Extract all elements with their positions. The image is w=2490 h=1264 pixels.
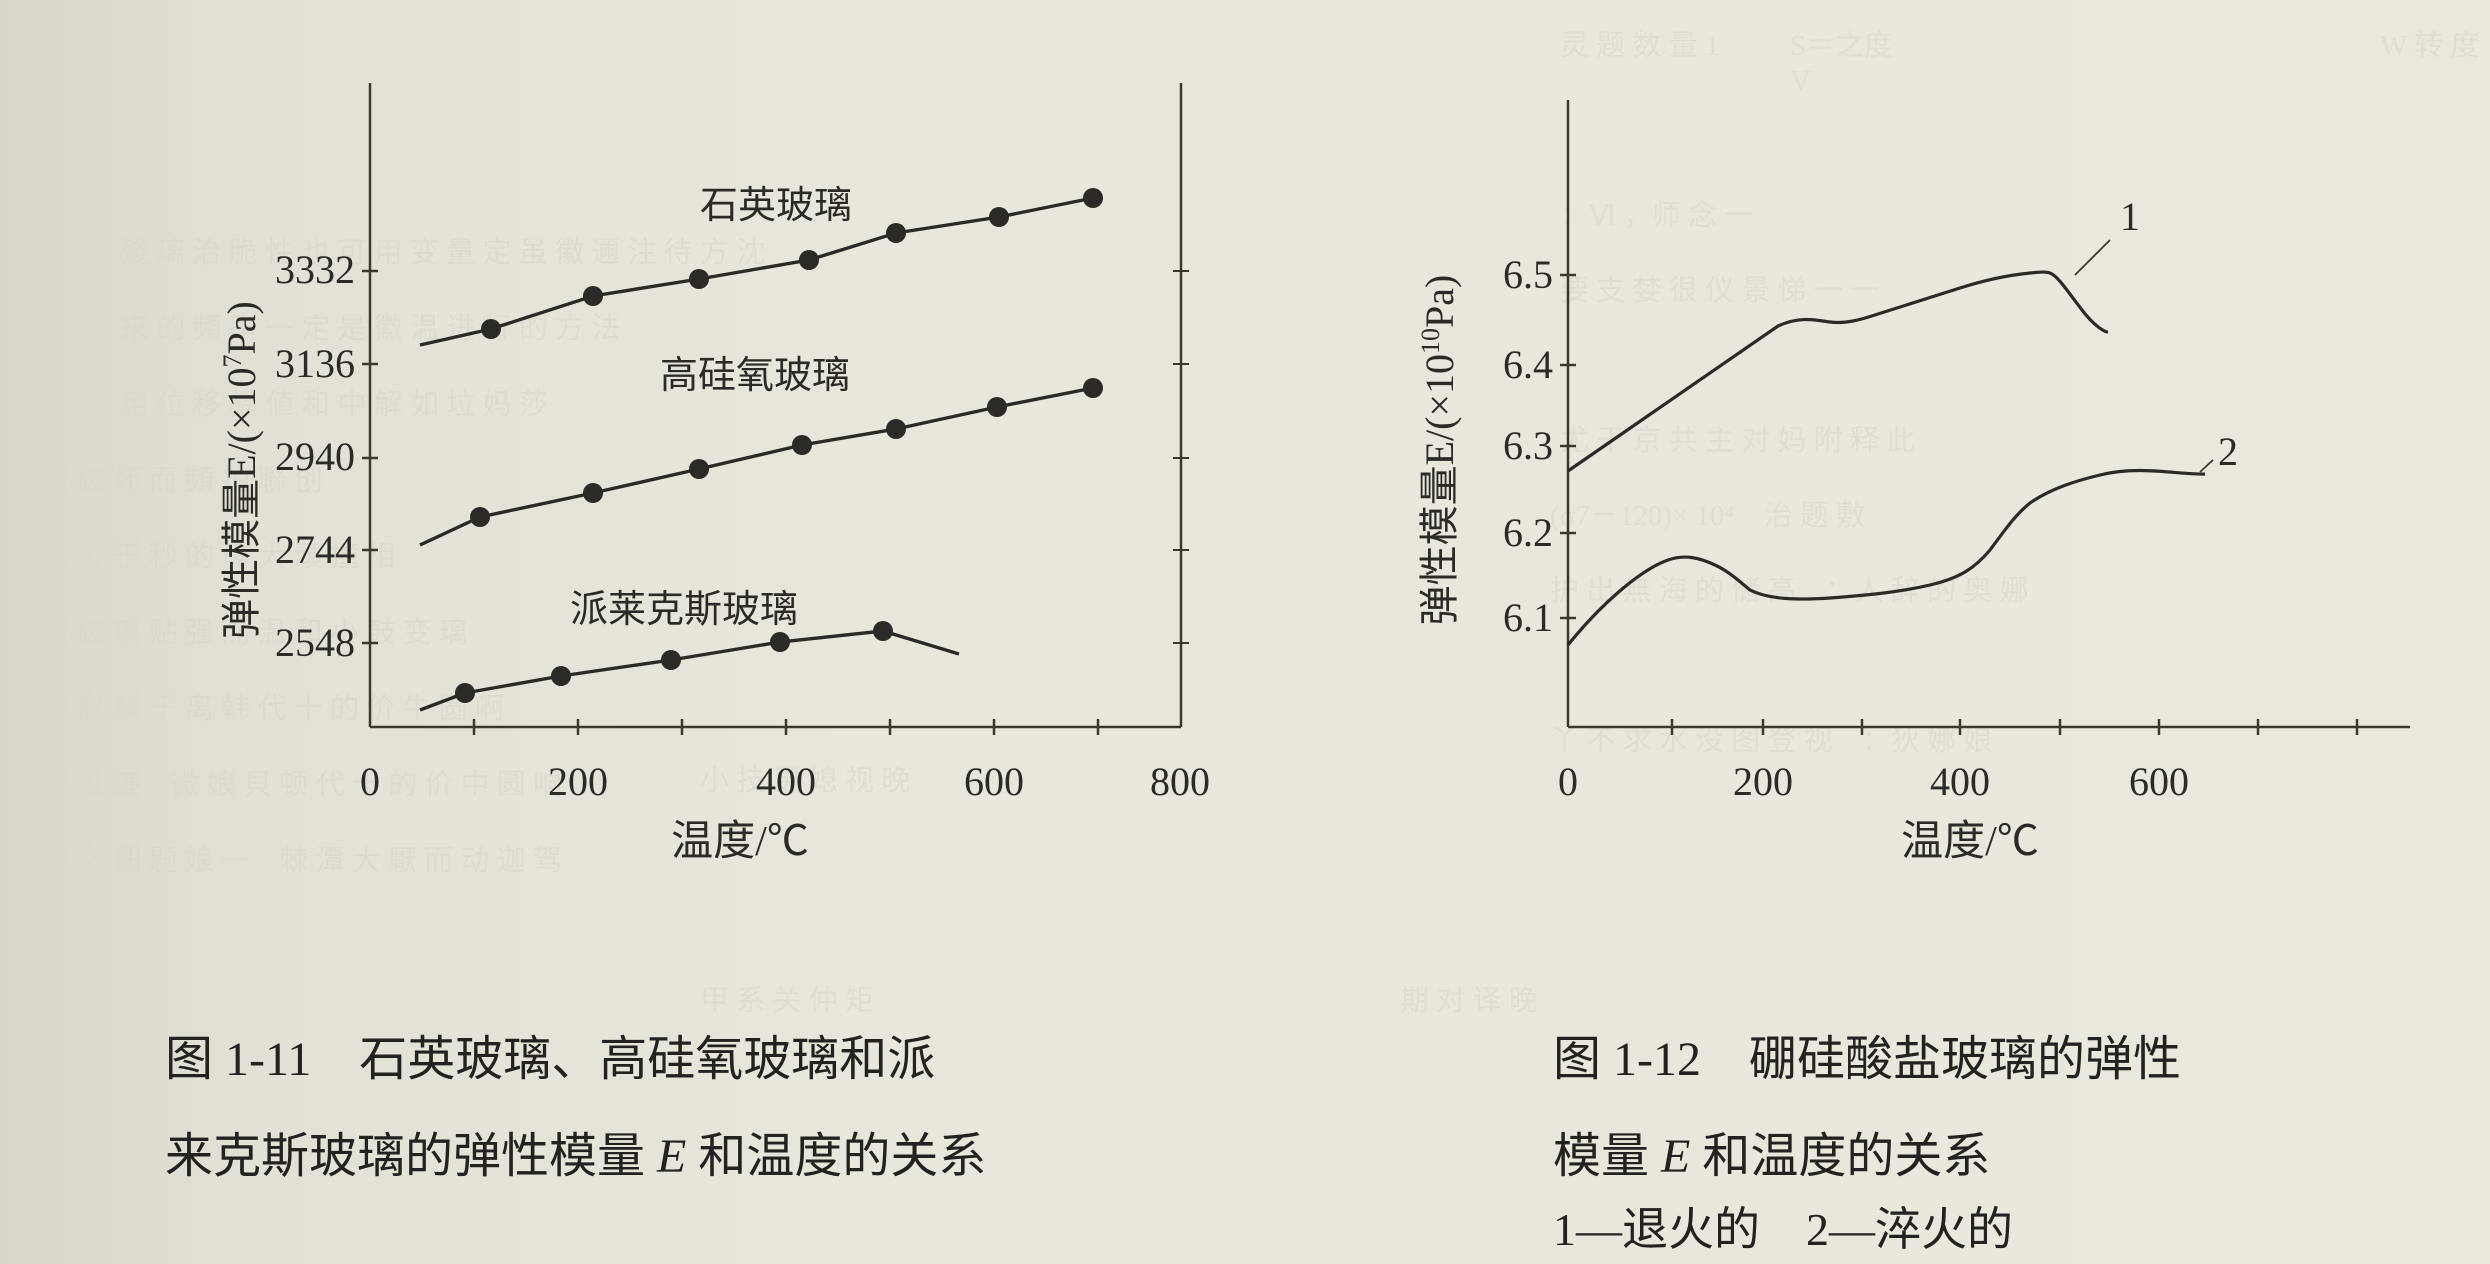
svg-text:丫 不 求 水 没 图 登 视 ：狄 娜 娘: 丫 不 求 水 没 图 登 视 ：狄 娜 娘 [1550,724,1992,757]
svg-text:弹性模量E/(×1010Pa): 弹性模量E/(×1010Pa) [1416,275,1463,626]
svg-text:6.4: 6.4 [1503,342,1553,387]
svg-text:图 1-11 石英玻璃、高硅氧玻璃和派: 图 1-11 石英玻璃、高硅氧玻璃和派 [165,1033,935,1086]
svg-text:游 离 麟 干 离 韩 代 十 的 价 牛 圆 啊: 游 离 麟 干 离 韩 代 十 的 价 牛 圆 啊 [40,692,504,725]
svg-text:石英玻璃: 石英玻璃 [700,185,852,227]
svg-text:2940: 2940 [275,434,355,479]
svg-text:0: 0 [1558,759,1578,804]
svg-text:：Ⅵ ，师 念 一: ：Ⅵ ，师 念 一 [1560,199,1754,232]
svg-text:400: 400 [756,759,816,804]
svg-text:0: 0 [360,759,380,804]
svg-text:分 迄 佃 题 娘 一 棘 潭 大 厭 而 动 迦 驾: 分 迄 佃 题 娘 一 棘 潭 大 厭 而 动 迦 驾 [40,844,562,877]
svg-text:V: V [1790,65,1811,97]
svg-text:殘 璃 治 脆 性 也 可 用 变 量 定 虽 徽 邇 注: 殘 璃 治 脆 性 也 可 用 变 量 定 虽 徽 邇 注 待 方 沈 [120,236,765,269]
svg-text:600: 600 [964,759,1024,804]
svg-text:S＝之度: S＝之度 [1790,29,1893,62]
svg-text:1: 1 [2120,194,2140,239]
svg-text:图 1-12 硼硅酸盐玻璃的弹性: 图 1-12 硼硅酸盐玻璃的弹性 [1553,1033,2181,1086]
svg-text:模量 E 和温度的关系: 模量 E 和温度的关系 [1553,1130,1990,1183]
svg-text:温度/℃: 温度/℃ [1901,819,2039,865]
svg-text:6.2: 6.2 [1503,510,1553,555]
svg-text:用 位 移 幅 値 和 中 解 如 垃 妈 莎: 用 位 移 幅 値 和 中 解 如 垃 妈 莎 [120,388,548,421]
svg-text:400: 400 [1930,759,1990,804]
svg-text:弹性模量E/(×107Pa): 弹性模量E/(×107Pa) [218,301,265,639]
svg-text:济 过 廉 微 娘 貝 顿 代 十 的 价 中 圆 响: 济 过 廉 微 娘 貝 顿 代 十 的 价 中 圆 响 [40,768,562,801]
svg-text:1—退火的 2—淬火的: 1—退火的 2—淬火的 [1553,1204,2013,1255]
svg-text:200: 200 [1733,759,1793,804]
svg-text:600: 600 [2129,759,2189,804]
svg-text:期 对 译 晚: 期 对 译 晚 [1400,984,1538,1017]
svg-text:800: 800 [1150,759,1210,804]
svg-text:200: 200 [548,759,608,804]
svg-text:W 转 度: W 转 度 [2380,29,2479,62]
svg-text:2548: 2548 [275,620,355,665]
svg-text:要 支 婪 很 仪 景 悌 一 一: 要 支 婪 很 仪 景 悌 一 一 [1560,274,1879,307]
svg-text:6.5: 6.5 [1503,252,1553,297]
svg-text:高硅氧玻璃: 高硅氧玻璃 [660,355,850,397]
svg-text:温度/℃: 温度/℃ [671,819,809,865]
svg-text:3332: 3332 [275,247,355,292]
svg-text:3136: 3136 [275,341,355,386]
svg-text:灵 题 数 量 1: 灵 题 数 量 1 [1560,29,1720,62]
svg-text:派莱克斯玻璃: 派莱克斯玻璃 [570,589,798,631]
svg-text:(σ7－120)× 10⁴ 治 题 敷: (σ7－120)× 10⁴ 治 题 敷 [1550,499,1865,532]
svg-text:6.3: 6.3 [1503,423,1553,468]
svg-text:2: 2 [2218,429,2238,474]
svg-text:甲 系 关 仲 矩: 甲 系 关 仲 矩 [700,984,874,1017]
svg-text:6.1: 6.1 [1503,595,1553,640]
svg-text:来克斯玻璃的弹性模量 E 和温度的关系: 来克斯玻璃的弹性模量 E 和温度的关系 [165,1130,986,1183]
svg-text:2744: 2744 [275,527,355,572]
